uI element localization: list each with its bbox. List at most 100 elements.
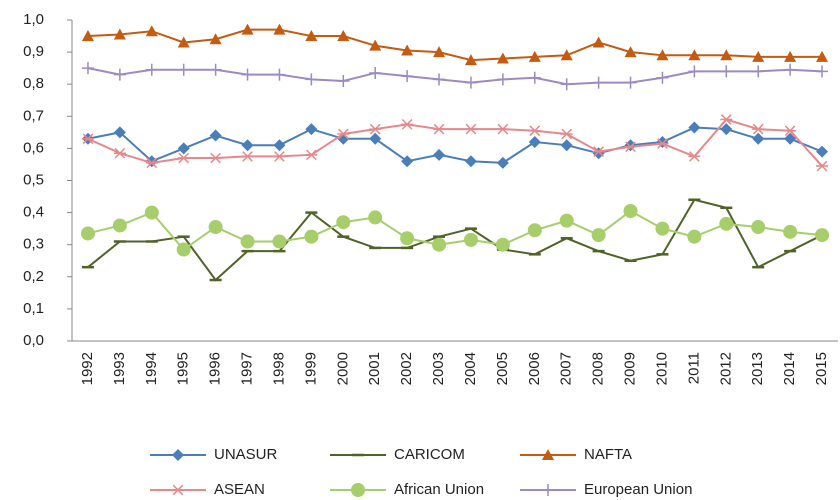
marker — [784, 50, 797, 62]
x-tick-label: 2013 — [749, 352, 766, 385]
marker — [560, 49, 573, 61]
legend-marker — [542, 484, 554, 496]
marker — [273, 68, 286, 81]
marker — [783, 224, 798, 239]
marker — [720, 49, 733, 61]
marker — [528, 71, 541, 84]
x-tick-label: 1996 — [207, 352, 224, 385]
y-tick-label: 1,0 — [23, 11, 44, 28]
x-tick-label: 1994 — [143, 352, 160, 385]
marker — [527, 223, 542, 238]
marker — [433, 148, 446, 161]
marker — [177, 36, 190, 48]
marker — [816, 145, 829, 158]
y-tick-label: 0,3 — [23, 236, 44, 253]
marker — [592, 146, 605, 157]
x-tick-label: 2015 — [813, 352, 830, 385]
marker — [655, 221, 670, 236]
marker — [752, 132, 765, 145]
x-tick-label: 2007 — [558, 352, 575, 385]
x-tick-label: 2012 — [717, 352, 734, 385]
marker — [560, 78, 573, 91]
legend-label: African Union — [394, 481, 484, 498]
marker — [337, 30, 350, 42]
marker — [208, 220, 223, 235]
marker — [720, 65, 733, 78]
legend-item: UNASUR — [150, 446, 278, 463]
marker — [145, 157, 158, 169]
series-line — [87, 28, 823, 62]
marker — [463, 232, 478, 247]
marker — [433, 46, 446, 58]
marker — [433, 73, 446, 86]
y-tick-label: 0,1 — [23, 300, 44, 317]
marker — [144, 205, 159, 220]
marker — [305, 149, 318, 161]
marker — [623, 203, 638, 218]
marker — [209, 63, 222, 76]
marker — [176, 242, 191, 257]
marker — [401, 118, 414, 130]
series-line — [87, 209, 823, 251]
marker — [305, 73, 318, 86]
marker — [369, 123, 382, 135]
marker — [401, 44, 414, 56]
marker — [496, 52, 509, 64]
y-tick-label: 0,6 — [23, 139, 44, 156]
legend-label: CARICOM — [394, 446, 465, 463]
x-tick-label: 2005 — [494, 352, 511, 385]
marker — [273, 23, 286, 35]
marker — [464, 123, 477, 135]
marker — [496, 156, 509, 169]
marker — [369, 66, 382, 79]
marker — [112, 218, 127, 233]
marker — [528, 135, 541, 148]
marker — [209, 152, 222, 164]
marker — [464, 76, 477, 89]
marker — [719, 216, 734, 231]
marker — [688, 65, 701, 78]
marker — [145, 25, 158, 37]
marker — [272, 234, 287, 249]
x-tick-label: 2009 — [622, 352, 639, 385]
marker — [113, 147, 126, 159]
marker — [559, 213, 574, 228]
marker — [592, 36, 605, 48]
x-tick-label: 1997 — [239, 352, 256, 385]
y-tick-label: 0,5 — [23, 171, 44, 188]
marker — [560, 128, 573, 140]
marker — [241, 68, 254, 81]
marker — [656, 138, 669, 149]
marker — [495, 237, 510, 252]
y-tick-label: 0,7 — [23, 107, 44, 124]
marker — [401, 70, 414, 83]
y-tick-label: 0,8 — [23, 75, 44, 92]
x-tick-label: 1999 — [302, 352, 319, 385]
marker — [591, 228, 606, 243]
marker — [337, 74, 350, 87]
legend-item: African Union — [330, 481, 484, 498]
marker — [113, 68, 126, 81]
marker — [688, 121, 701, 134]
marker — [273, 151, 286, 162]
marker — [305, 30, 318, 42]
x-tick-label: 1998 — [270, 352, 287, 385]
x-tick-label: 2011 — [685, 352, 702, 384]
marker — [209, 129, 222, 142]
marker — [177, 152, 190, 164]
marker — [656, 71, 669, 84]
marker — [496, 73, 509, 86]
marker — [656, 49, 669, 61]
marker — [816, 50, 829, 62]
legend-item: NAFTA — [520, 446, 632, 463]
marker — [752, 123, 765, 135]
marker — [241, 23, 254, 35]
marker — [177, 142, 190, 155]
marker — [464, 54, 477, 66]
marker — [528, 50, 541, 62]
x-tick-label: 2001 — [366, 352, 383, 385]
x-tick-label: 2008 — [590, 352, 607, 385]
legend-label: European Union — [584, 481, 692, 498]
series-line — [87, 198, 823, 282]
